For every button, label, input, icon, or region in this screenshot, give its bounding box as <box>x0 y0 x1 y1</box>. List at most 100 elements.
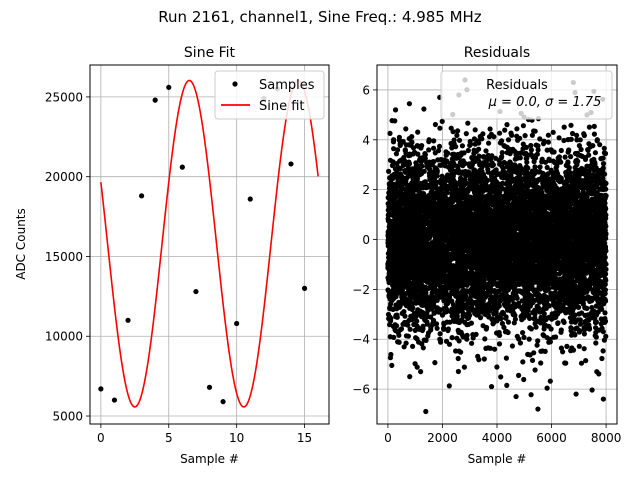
residual-point <box>458 349 464 355</box>
residual-point <box>499 150 505 156</box>
sample-point <box>288 161 294 167</box>
residual-point <box>517 155 523 161</box>
residual-point <box>431 159 437 165</box>
x-tick-label: 0 <box>97 431 105 445</box>
residual-point <box>504 122 510 128</box>
residuals-title: Residuals <box>464 45 530 61</box>
residual-point <box>420 345 426 351</box>
residual-point <box>505 319 511 325</box>
residual-point <box>498 316 504 322</box>
residual-point <box>517 340 524 346</box>
sample-point <box>152 97 158 103</box>
legend-sine-fit-label: Sine fit <box>259 99 305 114</box>
residual-point <box>479 136 485 142</box>
residual-point <box>484 324 490 331</box>
residual-point <box>454 132 460 138</box>
residual-point <box>394 314 400 320</box>
residual-point <box>484 177 491 183</box>
sine-fit-ylabel: ADC Counts <box>14 208 28 280</box>
residual-point <box>423 337 429 343</box>
residual-point <box>436 148 442 154</box>
residual-point <box>468 320 474 326</box>
sample-point <box>179 164 185 170</box>
residual-point <box>483 148 489 154</box>
residual-point <box>516 372 522 378</box>
residual-point <box>388 315 394 321</box>
residual-point <box>502 127 508 133</box>
residual-point <box>503 355 509 361</box>
x-tick-label: 15 <box>297 431 312 445</box>
residual-point <box>393 151 399 157</box>
residual-point <box>431 145 437 151</box>
sine-fit-line <box>100 79 319 408</box>
residual-point <box>410 305 416 311</box>
residual-point <box>445 150 451 156</box>
residual-point <box>395 147 401 153</box>
sine-fit-xlabel: Sample # <box>180 452 239 466</box>
residual-point <box>409 140 415 146</box>
residual-point <box>489 153 495 159</box>
residual-point <box>432 360 438 366</box>
residual-point <box>410 145 417 151</box>
residual-point <box>407 326 413 332</box>
residual-point <box>473 331 479 337</box>
sample-point <box>139 193 145 199</box>
residual-point <box>419 341 425 347</box>
residual-point <box>505 137 512 143</box>
legend-samples-label: Samples <box>259 78 315 93</box>
residual-point <box>494 364 500 370</box>
residual-point <box>455 368 461 375</box>
residual-point <box>391 137 397 143</box>
residual-point <box>405 333 411 339</box>
residual-point <box>396 134 402 140</box>
residual-point <box>487 126 493 132</box>
residual-point <box>492 346 498 352</box>
residual-point <box>386 168 392 174</box>
residual-point <box>406 101 412 107</box>
residual-point <box>409 134 415 140</box>
residual-point <box>446 383 452 389</box>
residual-point <box>469 340 475 346</box>
residual-point <box>505 329 511 336</box>
residual-point <box>394 323 400 329</box>
sine-fit-chart: Sine Fit Sample # ADC Counts 0 5 10 1550001… <box>14 45 330 466</box>
residual-point <box>468 141 474 147</box>
residual-point <box>426 147 432 153</box>
sample-point <box>234 320 240 327</box>
residual-point <box>446 294 453 300</box>
residual-point <box>403 340 409 346</box>
residual-point <box>396 332 402 338</box>
residuals-xlabel: Sample # <box>468 452 527 466</box>
residual-point <box>474 306 480 312</box>
residual-point <box>434 325 440 331</box>
residual-point <box>456 137 463 143</box>
residual-point <box>432 121 438 128</box>
residual-point <box>474 302 480 308</box>
residual-point <box>436 143 443 149</box>
residual-point <box>401 309 407 315</box>
residual-point <box>481 277 487 283</box>
sample-point <box>206 384 213 390</box>
y-tick-label: 15000 <box>45 250 83 264</box>
residual-point <box>423 408 429 415</box>
residual-point <box>462 160 468 167</box>
residual-point <box>387 130 393 136</box>
residual-point <box>481 154 487 160</box>
residual-point <box>401 154 407 161</box>
residual-point <box>434 297 440 303</box>
residual-point <box>414 318 420 324</box>
residual-point <box>437 125 443 131</box>
residual-point <box>441 326 447 332</box>
residual-point <box>421 106 427 112</box>
residual-point <box>463 131 469 137</box>
residual-point <box>498 374 504 380</box>
y-tick-label: 25000 <box>45 90 83 104</box>
residual-point <box>424 321 430 327</box>
residual-point <box>504 382 510 388</box>
x-tick-label: 5 <box>165 431 173 445</box>
residual-point <box>444 307 450 313</box>
residual-point <box>434 168 440 174</box>
residual-point <box>481 356 487 362</box>
residual-point <box>461 311 467 318</box>
residual-point <box>389 362 395 368</box>
